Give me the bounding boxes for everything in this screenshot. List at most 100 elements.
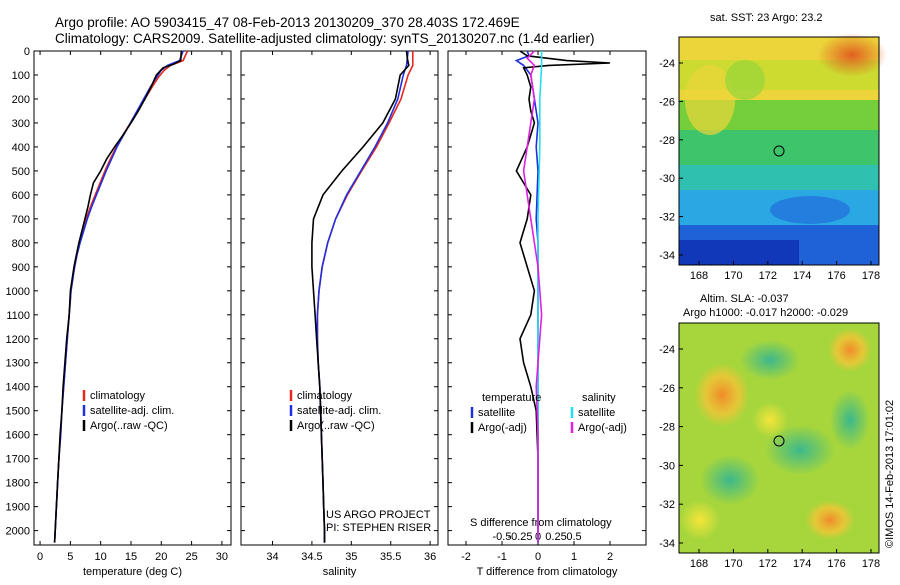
sst-map-title: sat. SST: 23 Argo: 23.2 bbox=[710, 12, 823, 24]
legend-label: satellite-adj. clim. bbox=[90, 405, 174, 417]
y-tick-label: 1500 bbox=[6, 406, 30, 418]
map-x-tick-label: 168 bbox=[690, 558, 708, 570]
plot-frame bbox=[447, 50, 647, 546]
map-x-tick-label: 172 bbox=[759, 270, 777, 282]
map-y-tick-label: -24 bbox=[659, 58, 675, 70]
project-annotation: US ARGO PROJECT bbox=[326, 509, 431, 521]
x-tick-label: 36 bbox=[424, 551, 436, 563]
imos-timestamp: ©IMOS 14-Feb-2013 17:01:02 bbox=[884, 400, 896, 548]
x-tick-label: 10 bbox=[95, 551, 107, 563]
y-tick-label: 1200 bbox=[6, 334, 30, 346]
map-x-tick-label: 172 bbox=[759, 558, 777, 570]
map-x-tick-label: 174 bbox=[793, 270, 811, 282]
y-tick-label: 2000 bbox=[6, 526, 30, 538]
y-tick-label: 900 bbox=[12, 262, 30, 274]
y-tick-label: 500 bbox=[12, 166, 30, 178]
y-tick-label: 600 bbox=[12, 190, 30, 202]
legend-label: Argo(..raw -QC) bbox=[297, 420, 375, 432]
map-y-tick-label: -28 bbox=[659, 135, 675, 147]
x-tick-label: 5 bbox=[67, 551, 73, 563]
x-tick-label: 34.5 bbox=[301, 551, 322, 563]
sst-argo-position-marker bbox=[773, 145, 785, 157]
x-tick-label: 0 bbox=[37, 551, 43, 563]
y-tick-label: 1100 bbox=[6, 310, 30, 322]
sla-map-title-line1: Altim. SLA: -0.037 bbox=[700, 293, 789, 305]
map-x-tick-label: 176 bbox=[827, 270, 845, 282]
x-tick-label: 35.5 bbox=[380, 551, 401, 563]
map-x-tick-label: 170 bbox=[724, 558, 742, 570]
x-tick-label: 20 bbox=[155, 551, 167, 563]
legend-label: satellite-adj. clim. bbox=[297, 405, 381, 417]
map-x-tick-label: 176 bbox=[827, 558, 845, 570]
legend-label: satellite bbox=[578, 407, 615, 419]
project-annotation: PI: STEPHEN RISER bbox=[326, 522, 431, 534]
map-y-tick-label: -26 bbox=[659, 96, 675, 108]
map-y-tick-label: -32 bbox=[659, 212, 675, 224]
x-axis-label: salinity bbox=[323, 566, 357, 578]
sla-map: Altim. SLA: -0.037 Argo h1000: -0.017 h2… bbox=[659, 293, 880, 570]
sla-map-title-line2: Argo h1000: -0.017 h2000: -0.029 bbox=[683, 307, 848, 319]
x-tick-label: 34 bbox=[266, 551, 278, 563]
map-y-tick-label: -34 bbox=[659, 538, 675, 550]
x-top-tick-label: -0.5 bbox=[493, 531, 512, 543]
y-tick-label: 100 bbox=[12, 70, 30, 82]
series-salinity-satellite-line bbox=[537, 51, 543, 543]
y-tick-label: 1800 bbox=[6, 478, 30, 490]
map-x-tick-label: 170 bbox=[724, 270, 742, 282]
legend-label: Argo(-adj) bbox=[478, 422, 527, 434]
y-tick-label: 1400 bbox=[6, 382, 30, 394]
y-tick-label: 200 bbox=[12, 94, 30, 106]
series-satellite-adj-clim--line bbox=[316, 50, 409, 543]
sst-map-yticks: -24 -26 -28 -30 -32 -34 bbox=[659, 58, 683, 262]
x-axis-label: T difference from climatology bbox=[477, 566, 618, 578]
sla-map-xticks: 168 170 172 174 176 178 bbox=[690, 549, 880, 570]
x-tick-label: 1 bbox=[571, 551, 577, 563]
sst-map-xticks: 168 170 172 174 176 178 bbox=[690, 261, 880, 282]
x-tick-label: 2 bbox=[607, 551, 613, 563]
legend-label: Argo(-adj) bbox=[578, 422, 627, 434]
series-climatology-line bbox=[53, 50, 189, 543]
plot-frame bbox=[240, 50, 439, 546]
map-x-tick-label: 168 bbox=[690, 270, 708, 282]
y-tick-label: 1300 bbox=[6, 358, 30, 370]
map-y-tick-label: -32 bbox=[659, 499, 675, 511]
map-x-tick-label: 174 bbox=[793, 558, 811, 570]
y-tick-label: 300 bbox=[12, 118, 30, 130]
x-top-tick-label: -0.25 bbox=[507, 531, 532, 543]
map-y-tick-label: -24 bbox=[659, 344, 675, 356]
y-tick-label: 1900 bbox=[6, 502, 30, 514]
series-climatology-line bbox=[316, 51, 414, 543]
figure-title-line1: Argo profile: AO 5903415_47 08-Feb-2013 … bbox=[55, 15, 520, 30]
series-argo-raw-qc--line bbox=[311, 50, 410, 543]
legend-group-title: temperature bbox=[482, 392, 541, 404]
x-tick-label: 0 bbox=[535, 551, 541, 563]
y-tick-label: 1600 bbox=[6, 430, 30, 442]
series-argo-raw-qc--line bbox=[53, 50, 183, 543]
legend-label: satellite bbox=[478, 407, 515, 419]
x-axis-label: temperature (deg C) bbox=[83, 566, 182, 578]
legend-group-title: salinity bbox=[582, 392, 616, 404]
map-x-tick-label: 178 bbox=[862, 558, 880, 570]
legend-label: climatology bbox=[90, 390, 146, 402]
y-tick-label: 700 bbox=[12, 214, 30, 226]
legend-label: Argo(..raw -QC) bbox=[90, 420, 168, 432]
y-tick-label: 0 bbox=[24, 46, 30, 58]
x-tick-label: -2 bbox=[461, 551, 471, 563]
x-top-axis-label: S difference from climatology bbox=[470, 517, 612, 529]
plot-frame bbox=[33, 50, 232, 546]
x-tick-label: 30 bbox=[216, 551, 228, 563]
salinity-profile-panel: 34 34.5 35 35.5 36 salinity climatology satelli… bbox=[240, 50, 439, 578]
map-y-tick-label: -28 bbox=[659, 422, 675, 434]
x-tick-label: -1 bbox=[497, 551, 507, 563]
y-tick-label: 800 bbox=[12, 238, 30, 250]
map-x-tick-label: 178 bbox=[862, 270, 880, 282]
sla-map-yticks: -24 -26 -28 -30 -32 -34 bbox=[659, 344, 683, 550]
x-top-tick-label: 0.25 bbox=[545, 531, 566, 543]
legend-label: climatology bbox=[297, 390, 353, 402]
sst-map-frame bbox=[678, 36, 880, 266]
map-y-tick-label: -26 bbox=[659, 383, 675, 395]
series-temperature-argo-adj--line bbox=[515, 50, 611, 543]
y-tick-label: 1000 bbox=[6, 286, 30, 298]
sla-argo-position-marker bbox=[773, 435, 785, 447]
